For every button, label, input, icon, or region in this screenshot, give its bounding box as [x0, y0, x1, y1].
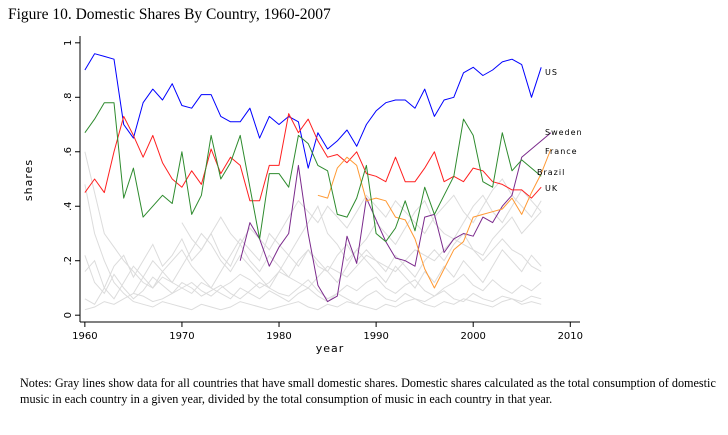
series-label-uk: UK	[545, 184, 558, 193]
y-tick-label: .8	[63, 93, 74, 103]
highlight-series-group	[84, 53, 552, 303]
x-tick-label: 1990	[363, 331, 388, 342]
x-tick-label: 1960	[72, 331, 97, 342]
y-tick-label: .2	[63, 256, 74, 266]
figure-notes: Notes: Gray lines show data for all coun…	[20, 376, 716, 406]
y-ticks: 0 .2 .4 .6 .8 1	[63, 40, 80, 318]
y-tick-label: 0	[63, 312, 74, 318]
x-tick-label: 2010	[558, 331, 583, 342]
background-series-line-4	[84, 184, 542, 311]
chart: 0 .2 .4 .6 .8 1 1960 1970 1980 1990 2000 2010 shar…	[22, 36, 583, 355]
series-line-france	[84, 113, 542, 202]
x-axis-label: year	[316, 342, 345, 355]
series-line-sweden	[239, 132, 552, 303]
y-tick-label: .4	[63, 201, 74, 211]
figure-title: Figure 10. Domestic Shares By Country, 1…	[8, 6, 331, 23]
series-labels: US Sweden France Brazil UK	[537, 68, 583, 193]
series-line-uk	[84, 102, 542, 243]
background-series-line-8	[84, 151, 542, 305]
x-ticks: 1960 1970 1980 1990 2000 2010	[72, 322, 583, 342]
series-line-brazil	[317, 148, 552, 289]
x-tick-label: 1980	[266, 331, 291, 342]
y-axis-label: shares	[22, 159, 35, 201]
x-tick-label: 2000	[460, 331, 485, 342]
series-label-brazil: Brazil	[537, 168, 565, 177]
series-label-us: US	[545, 68, 558, 77]
y-tick-label: 1	[63, 40, 74, 46]
series-label-france: France	[545, 147, 578, 156]
series-label-sweden: Sweden	[545, 128, 583, 137]
y-tick-label: .6	[63, 147, 74, 157]
series-line-us	[84, 53, 542, 169]
background-series-line-1	[84, 255, 542, 300]
background-series-line-5	[132, 232, 542, 294]
background-series-line-7	[181, 178, 542, 251]
background-series-line-6	[84, 238, 542, 311]
x-tick-label: 1970	[169, 331, 194, 342]
background-series-line-3	[84, 189, 542, 300]
